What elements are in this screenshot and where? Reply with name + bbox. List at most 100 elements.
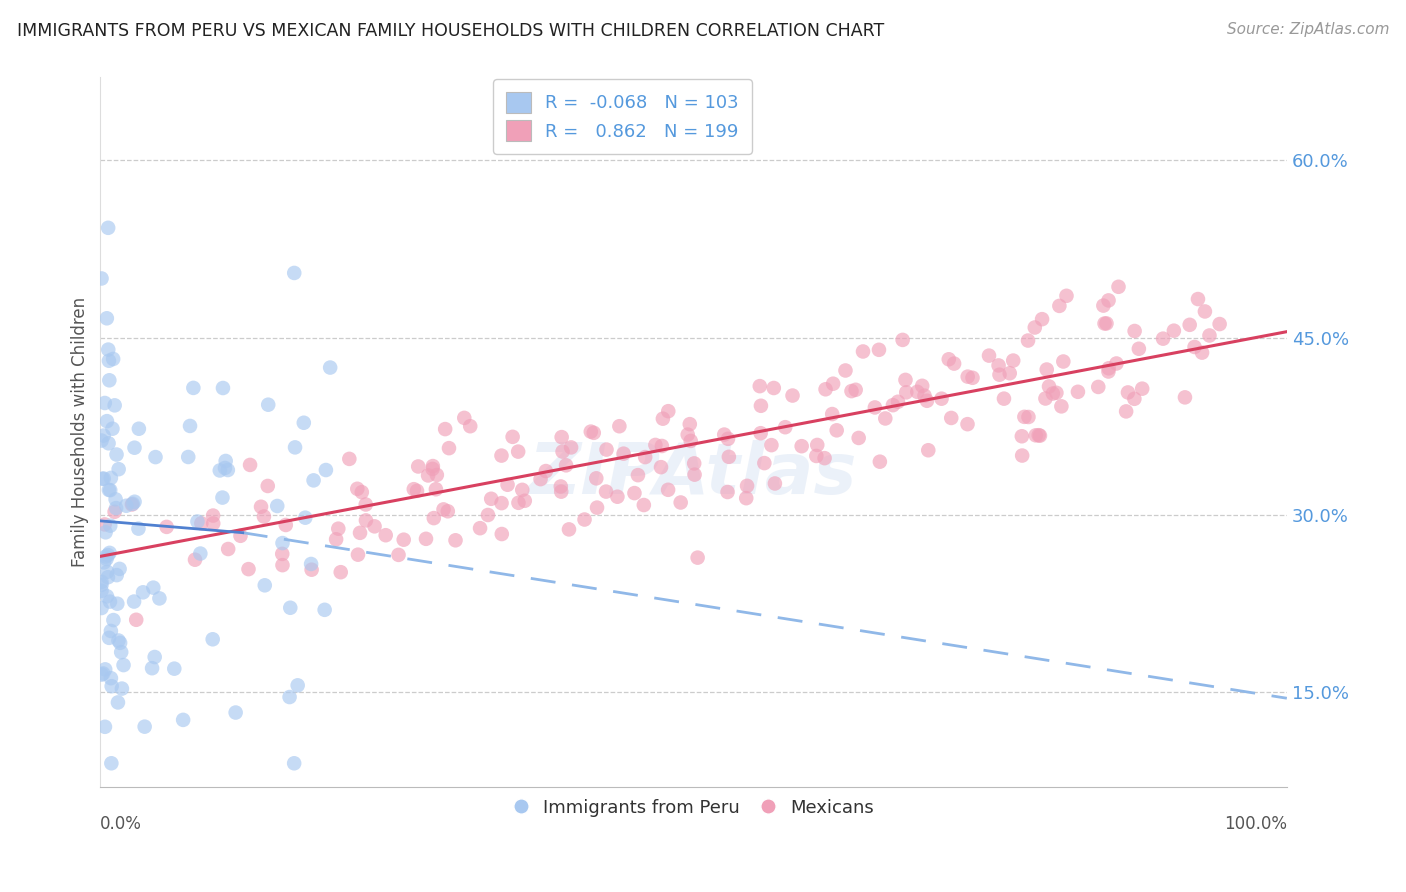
Point (229, 529, 252, 543)
Point (172, 713, 194, 727)
Point (825, 423, 848, 437)
Point (887, 394, 910, 409)
Point (105, 501, 128, 516)
Point (202, 508, 225, 523)
Point (96, 311, 118, 326)
Point (988, 368, 1011, 382)
Point (432, 502, 454, 516)
Point (271, 547, 294, 561)
Point (283, 266, 305, 280)
Point (94, 396, 117, 410)
Point (163, 662, 186, 676)
Point (1035, 362, 1057, 376)
Point (679, 434, 702, 448)
Point (845, 383, 868, 397)
Point (94, 662, 117, 676)
Point (98, 518, 121, 533)
Point (1050, 400, 1073, 414)
Point (1116, 385, 1139, 400)
Point (749, 426, 772, 441)
Point (314, 603, 336, 617)
Point (100, 679, 122, 693)
Point (502, 430, 524, 444)
Point (97, 570, 120, 584)
Point (294, 510, 316, 524)
Point (94, 525, 117, 540)
Point (551, 444, 574, 458)
Point (91, 666, 114, 681)
Point (98, 631, 121, 645)
Point (1024, 320, 1046, 334)
Point (98, 594, 121, 608)
Point (458, 419, 481, 434)
Point (585, 471, 607, 485)
Point (105, 568, 128, 582)
Point (956, 369, 979, 384)
Point (422, 462, 444, 476)
Point (1128, 342, 1150, 356)
Point (425, 482, 447, 496)
Point (477, 508, 499, 522)
Point (217, 463, 239, 477)
Point (875, 411, 897, 425)
Point (104, 492, 127, 507)
Point (956, 417, 979, 432)
Point (186, 515, 208, 529)
Point (1017, 334, 1039, 348)
Point (253, 509, 276, 524)
Point (416, 468, 439, 483)
Point (299, 557, 322, 571)
Point (212, 381, 235, 395)
Point (650, 460, 672, 475)
Point (319, 360, 342, 375)
Point (274, 518, 297, 533)
Point (1095, 317, 1118, 331)
Point (278, 600, 301, 615)
Point (1123, 324, 1146, 338)
Text: 0.0%: 0.0% (100, 815, 142, 833)
Point (202, 516, 225, 531)
Point (1029, 428, 1052, 442)
Point (104, 398, 127, 412)
Point (560, 441, 582, 455)
Point (94, 720, 117, 734)
Point (145, 450, 167, 464)
Point (606, 490, 628, 504)
Point (90, 667, 112, 681)
Point (1191, 345, 1213, 359)
Point (211, 491, 233, 505)
Point (415, 532, 437, 546)
Point (586, 500, 609, 515)
Point (1097, 293, 1119, 308)
Point (1025, 428, 1047, 442)
Point (555, 458, 578, 473)
Point (613, 447, 636, 461)
Point (105, 448, 128, 462)
Point (1163, 324, 1185, 338)
Point (132, 585, 155, 599)
Point (1130, 382, 1153, 396)
Point (713, 427, 735, 442)
Point (93, 555, 115, 569)
Point (657, 404, 679, 418)
Point (943, 357, 966, 371)
Point (686, 550, 709, 565)
Point (97, 436, 120, 450)
Point (1035, 392, 1057, 406)
Point (529, 472, 551, 486)
Point (93, 472, 115, 486)
Point (105, 597, 128, 611)
Text: ZIPAtlas: ZIPAtlas (529, 441, 858, 509)
Point (468, 521, 491, 535)
Point (349, 525, 371, 540)
Point (188, 547, 211, 561)
Point (426, 467, 449, 482)
Point (1042, 386, 1064, 401)
Point (813, 451, 835, 466)
Point (97, 548, 120, 562)
Point (201, 632, 224, 647)
Point (683, 467, 706, 482)
Point (271, 536, 294, 550)
Point (735, 491, 758, 505)
Point (143, 650, 166, 665)
